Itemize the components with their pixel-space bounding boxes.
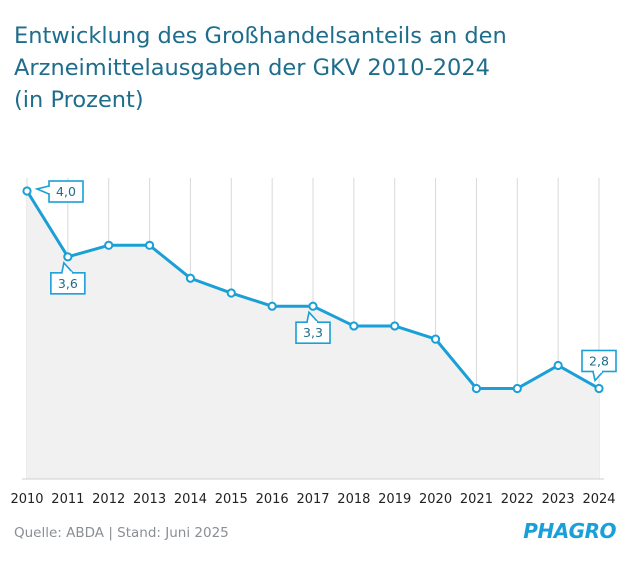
x-tick-2021: 2021 — [460, 492, 493, 507]
data-point-2015 — [226, 288, 236, 298]
data-point-2023 — [553, 360, 563, 371]
data-point-2022 — [512, 383, 522, 394]
title-line-1: Entwicklung des Großhandelsanteils an de… — [14, 23, 507, 49]
callout-label-2010: 4,0 — [56, 184, 76, 199]
data-point-2024 — [594, 383, 604, 394]
x-tick-2013: 2013 — [133, 492, 166, 507]
chart-title: Entwicklung des Großhandelsanteils an de… — [14, 20, 614, 116]
data-point-2017 — [308, 301, 318, 311]
x-tick-2018: 2018 — [337, 492, 370, 507]
x-tick-2024: 2024 — [582, 492, 615, 507]
data-point-2011 — [63, 252, 73, 262]
callout-2024: 2,8 — [581, 349, 617, 383]
data-callouts: 4,0 3,6 3,3 2,8 — [34, 180, 617, 383]
data-point-2020 — [430, 334, 441, 344]
x-tick-2016: 2016 — [256, 492, 289, 507]
x-tick-2011: 2011 — [51, 492, 84, 507]
x-tick-2014: 2014 — [174, 492, 207, 507]
data-point-2016 — [267, 301, 277, 311]
title-line-2: Arzneimittelausgaben der GKV 2010-2024 — [14, 55, 490, 81]
callout-2011: 3,6 — [50, 261, 86, 295]
x-tick-2022: 2022 — [501, 492, 534, 507]
data-point-2010 — [22, 186, 32, 196]
phagro-logo: PHAGRO — [523, 519, 616, 543]
x-tick-labels: 2010 2011 2012 2013 2014 2015 2016 2017 2018 2019… — [10, 492, 615, 507]
callout-label-2011: 3,6 — [58, 276, 78, 291]
callout-label-2024: 2,8 — [589, 353, 609, 368]
title-line-3: (in Prozent) — [14, 87, 144, 113]
data-point-2014 — [185, 273, 196, 283]
callout-label-2017: 3,3 — [303, 325, 323, 340]
x-tick-2019: 2019 — [378, 492, 411, 507]
callout-2010: 4,0 — [34, 180, 84, 203]
callout-2017: 3,3 — [295, 310, 331, 345]
x-tick-2012: 2012 — [92, 492, 125, 507]
source-note: Quelle: ABDA | Stand: Juni 2025 — [14, 525, 229, 541]
data-point-2018 — [349, 321, 359, 331]
x-tick-2010: 2010 — [10, 492, 43, 507]
x-tick-2023: 2023 — [542, 492, 575, 507]
x-tick-2017: 2017 — [296, 492, 329, 507]
x-tick-2020: 2020 — [419, 492, 452, 507]
data-point-2021 — [471, 383, 482, 394]
data-point-2012 — [104, 240, 114, 250]
data-point-2019 — [390, 321, 400, 331]
data-point-2013 — [144, 240, 155, 250]
data-points — [22, 186, 604, 394]
x-tick-2015: 2015 — [215, 492, 248, 507]
